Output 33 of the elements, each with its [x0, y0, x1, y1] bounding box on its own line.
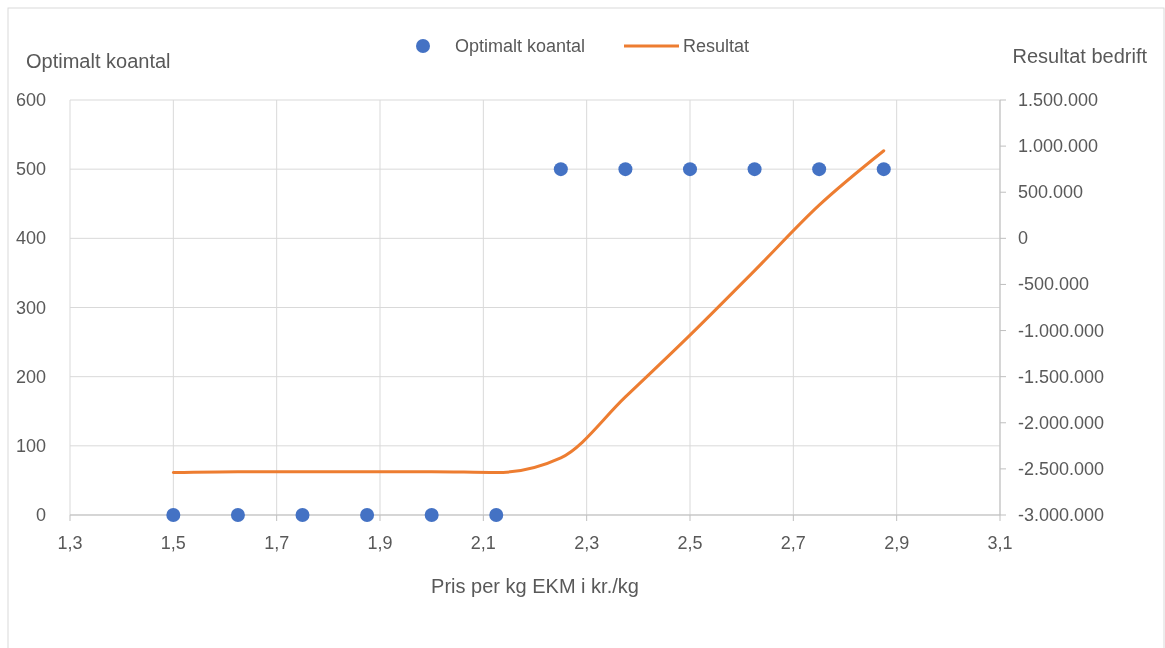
- y2-tick-label: -1.000.000: [1018, 320, 1105, 341]
- legend-label: Optimalt koantal: [455, 36, 586, 56]
- x-tick-label: 2,3: [574, 533, 600, 553]
- x-tick-label: 1,9: [367, 533, 393, 553]
- y2-tick-label: -2.500.000: [1018, 458, 1105, 479]
- line-series: [171, 149, 886, 475]
- y-tick-label: 500: [15, 159, 46, 180]
- x-tick-label: 1,7: [264, 533, 290, 553]
- x-tick-label: 2,7: [780, 533, 806, 553]
- y2-tick-label: 1.500.000: [1018, 90, 1099, 110]
- y-axis-title: Optimalt koantal: [26, 50, 171, 72]
- y-tick-label: 400: [15, 228, 46, 249]
- y-tick-label: 600: [15, 90, 46, 110]
- y2-tick-label: 500.000: [1018, 182, 1084, 203]
- y-tick-label: 0: [35, 505, 46, 525]
- y2-tick-label: -2.000.000: [1018, 412, 1105, 433]
- x-tick-label: 2,5: [677, 533, 703, 553]
- y2-tick-label: 0: [1018, 228, 1029, 249]
- x-tick-label: 2,1: [470, 533, 496, 553]
- y2-tick-label: 1.000.000: [1018, 136, 1099, 157]
- x-tick-label: 1,3: [57, 533, 83, 553]
- x-tick-label: 1,5: [160, 533, 186, 553]
- y2-tick-label: -1.500.000: [1018, 366, 1105, 387]
- x-tick-label: 3,1: [987, 533, 1013, 553]
- y-tick-label: 100: [15, 435, 46, 456]
- legend-label: Resultat: [683, 36, 750, 56]
- y-tick-label: 200: [15, 366, 46, 387]
- y-tick-label: 300: [15, 297, 46, 318]
- x-tick-label: 2,9: [884, 533, 910, 553]
- y2-tick-label: -500.000: [1018, 274, 1090, 295]
- y2-axis-title: Resultat bedrift: [1012, 45, 1148, 67]
- y2-tick-label: -3.000.000: [1018, 505, 1105, 525]
- x-axis-title: Pris per kg EKM i kr./kg: [431, 575, 639, 597]
